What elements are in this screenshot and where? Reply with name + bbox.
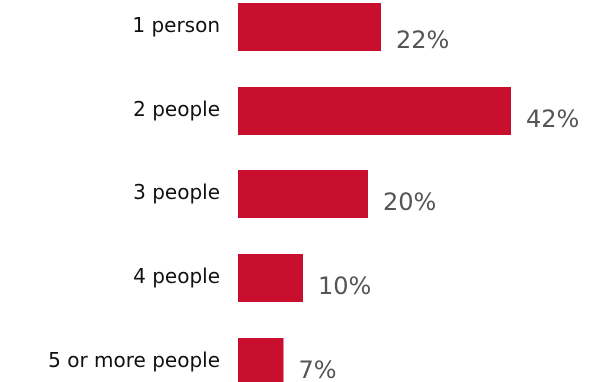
bar-3 <box>238 170 368 218</box>
category-label-4: 4 people <box>133 264 220 288</box>
category-label-2: 2 people <box>133 97 220 121</box>
value-label-2: 42% <box>526 105 579 133</box>
bar-5 <box>238 338 284 382</box>
bar-4 <box>238 254 303 302</box>
bar-1 <box>238 3 381 51</box>
category-label-3: 3 people <box>133 180 220 204</box>
bars-group <box>238 3 511 382</box>
category-label-5: 5 or more people <box>48 348 220 372</box>
bar-2 <box>238 87 511 135</box>
value-label-5: 7% <box>299 356 337 382</box>
value-label-4: 10% <box>318 272 371 300</box>
category-labels-group: 1 person 2 people 3 people 4 people 5 or mor… <box>48 13 220 372</box>
value-labels-group: 22% 42% 20% 10% 7% <box>299 26 580 382</box>
value-label-3: 20% <box>383 188 436 216</box>
value-label-1: 22% <box>396 26 449 54</box>
category-label-1: 1 person <box>132 13 220 37</box>
